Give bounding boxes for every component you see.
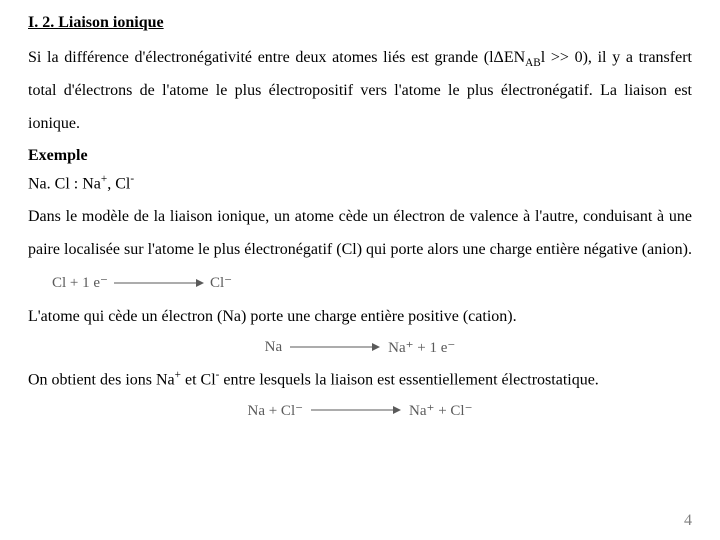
paragraph-2: Dans le modèle de la liaison ionique, un…: [28, 201, 692, 299]
equation-3-row: Na + Cl⁻ Na⁺ + Cl⁻: [28, 399, 692, 421]
paragraph-4: On obtient des ions Na+ et Cl- entre les…: [28, 364, 692, 397]
equation-1-rhs: Cl⁻: [210, 268, 232, 299]
paragraph-1-text-pre: Si la différence d'électronégativité ent…: [28, 49, 525, 66]
paragraph-4-pre: On obtient des ions Na: [28, 372, 175, 389]
species-sup2: -: [130, 173, 134, 185]
equation-3-lhs: Na + Cl⁻: [247, 401, 303, 420]
example-species-line: Na. Cl : Na+, Cl-: [28, 173, 692, 193]
arrow-icon: [290, 342, 380, 352]
equation-2-row: Na Na⁺ + 1 e⁻: [28, 336, 692, 358]
paragraph-3: L'atome qui cède un électron (Na) porte …: [28, 301, 692, 334]
page-number: 4: [684, 512, 692, 530]
arrow-icon: [114, 278, 204, 288]
species-pre: Na. Cl : Na: [28, 175, 101, 192]
arrow-icon: [311, 405, 401, 415]
paragraph-1-sub: AB: [525, 57, 541, 69]
equation-1: Cl + 1 e⁻ Cl⁻: [52, 268, 232, 299]
example-label: Exemple: [28, 147, 692, 165]
paragraph-4-mid1: et Cl: [181, 372, 216, 389]
paragraph-2-text: Dans le modèle de la liaison ionique, un…: [28, 208, 692, 258]
section-heading: I. 2. Liaison ionique: [28, 14, 692, 32]
equation-3-rhs: Na⁺ + Cl⁻: [409, 401, 472, 420]
equation-2-lhs: Na: [265, 339, 283, 356]
equation-2-rhs: Na⁺ + 1 e⁻: [388, 338, 455, 357]
equation-1-lhs: Cl + 1 e⁻: [52, 268, 108, 299]
species-mid: , Cl: [107, 175, 130, 192]
paragraph-4-post: entre lesquels la liaison est essentiell…: [219, 372, 598, 389]
paragraph-1: Si la différence d'électronégativité ent…: [28, 42, 692, 141]
